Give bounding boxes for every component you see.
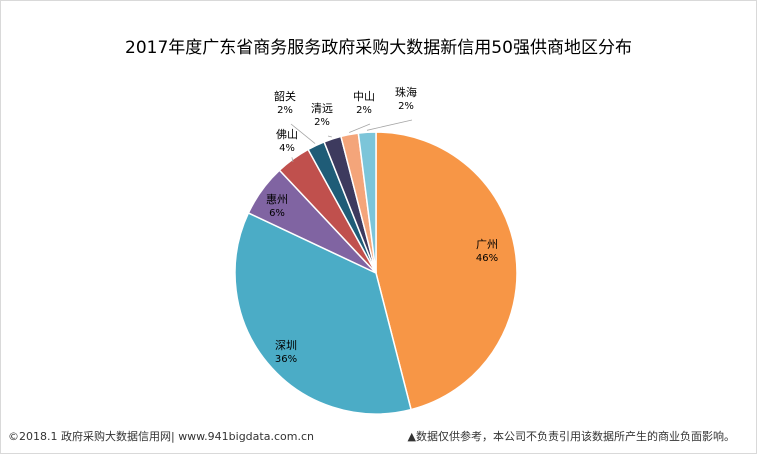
slice-label-3: 惠州	[266, 192, 288, 206]
slice-label-5: 韶关	[274, 89, 296, 103]
slice-label-7: 中山	[353, 90, 375, 103]
leader-line-6	[327, 135, 332, 138]
slice-value-label-6: 2%	[314, 117, 330, 128]
slice-value-label-1: 46%	[476, 253, 498, 264]
slice-label-4: 佛山	[276, 128, 298, 141]
slice-label-6: 清远	[311, 102, 333, 115]
slice-value-label-4: 4%	[279, 143, 295, 154]
slice-value-label-3: 6%	[269, 208, 285, 219]
pie-slice-8	[357, 131, 377, 274]
disclaimer-footer: ▲数据仅供参考，本公司不负责引用该数据所产生的商业负面影响。	[407, 430, 735, 443]
pie-slice-1	[375, 131, 518, 411]
slice-label-8: 珠海	[395, 85, 417, 99]
leader-line-7	[349, 123, 371, 133]
slice-value-label-5: 2%	[277, 105, 293, 116]
slice-label-1: 广州	[476, 238, 498, 251]
leader-line-8	[366, 119, 413, 131]
pie-slice-2	[234, 211, 412, 415]
chart-title: 2017年度广东省商务服务政府采购大数据新信用50强供商地区分布	[125, 38, 632, 58]
source-footer: ©2018.1 政府采购大数据信用网| www.941bigdata.com.c…	[8, 430, 314, 443]
slice-label-2: 深圳	[275, 339, 297, 352]
leader-line-4	[291, 157, 294, 163]
leader-line-5	[290, 123, 316, 144]
slice-value-label-2: 36%	[275, 354, 297, 365]
slice-value-label-8: 2%	[398, 101, 414, 112]
slice-value-label-7: 2%	[356, 105, 372, 116]
